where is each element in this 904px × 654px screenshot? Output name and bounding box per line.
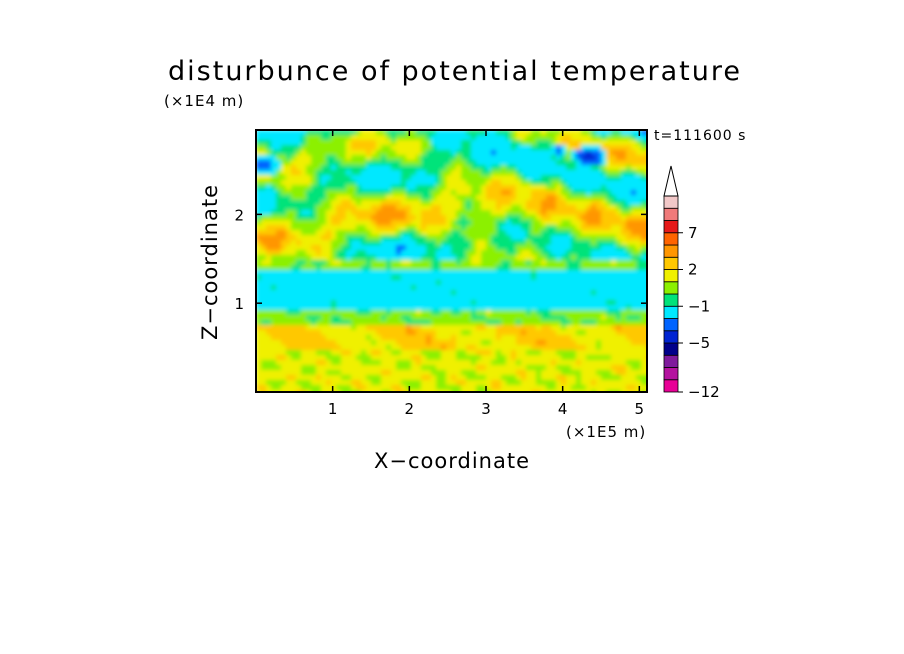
x-scale-label: (×1E5 m) <box>566 423 647 441</box>
x-tick-label: 2 <box>405 400 415 418</box>
y-scale-label: (×1E4 m) <box>164 92 245 110</box>
colorbar-extend-arrow <box>663 165 679 197</box>
colorbar-swatch <box>663 318 679 332</box>
x-tick-label: 4 <box>558 400 568 418</box>
colorbar-tick-label: 7 <box>688 224 698 242</box>
chart-title: disturbunce of potential temperature <box>168 56 742 87</box>
plot-frame <box>255 129 648 393</box>
x-tick-label: 1 <box>328 400 338 418</box>
colorbar-swatch <box>663 293 679 307</box>
colorbar-swatch <box>663 342 679 356</box>
x-axis-label: X−coordinate <box>374 449 530 473</box>
colorbar-swatch <box>663 367 679 381</box>
colorbar-swatch <box>663 195 679 209</box>
colorbar-swatch <box>663 354 679 368</box>
x-tick-label: 5 <box>635 400 645 418</box>
colorbar-swatch <box>663 305 679 319</box>
contour-field <box>256 130 647 392</box>
colorbar-swatch <box>663 207 679 221</box>
colorbar-tick-label: −1 <box>688 297 710 315</box>
colorbar-swatch <box>663 330 679 344</box>
colorbar-swatch <box>663 379 679 393</box>
colorbar-swatch <box>663 281 679 295</box>
colorbar-swatch <box>663 220 679 234</box>
colorbar-swatch <box>663 256 679 270</box>
colorbar-tick-label: 2 <box>688 261 698 279</box>
colorbar: 7 2 −1 −5 −12 <box>663 165 720 401</box>
y-tick-label: 1 <box>234 295 244 313</box>
y-tick-label: 2 <box>234 206 244 224</box>
colorbar-tick-label: −12 <box>688 383 720 401</box>
colorbar-swatch <box>663 244 679 258</box>
time-annotation: t=111600 s <box>654 128 747 144</box>
x-tick-label: 3 <box>481 400 491 418</box>
colorbar-tick-label: −5 <box>688 334 710 352</box>
colorbar-swatch <box>663 232 679 246</box>
colorbar-swatch <box>663 269 679 283</box>
